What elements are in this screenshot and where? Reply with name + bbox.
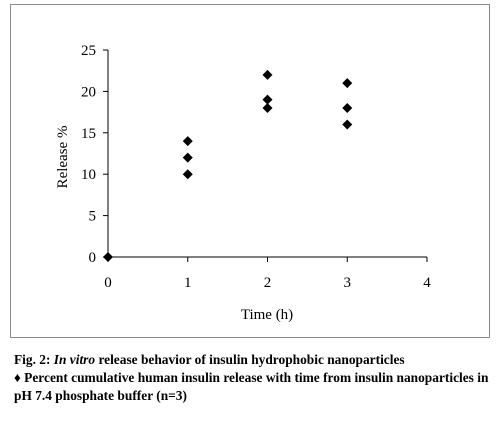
data-points xyxy=(103,69,353,262)
data-point xyxy=(342,119,353,130)
y-tick-label: 25 xyxy=(81,43,96,59)
data-point xyxy=(262,94,273,105)
caption-title-text: release behavior of insulin hydrophobic … xyxy=(95,352,405,367)
data-point xyxy=(262,102,273,113)
x-tick-label: 0 xyxy=(104,275,112,291)
x-tick-label: 4 xyxy=(423,275,431,291)
y-tick-label: 5 xyxy=(89,209,97,225)
y-tick-label: 10 xyxy=(81,167,96,183)
scatter-chart: 0 5 10 15 20 25 0 1 2 3 4 Time (h) Release % xyxy=(55,43,431,323)
y-axis-label: Release % xyxy=(55,126,71,189)
x-tick-label: 3 xyxy=(344,275,352,291)
data-point xyxy=(262,69,273,80)
x-tick-label: 2 xyxy=(264,275,272,291)
caption-legend: ♦ Percent cumulative human insulin relea… xyxy=(14,370,489,403)
chart-frame xyxy=(10,4,490,338)
caption-italic-term: In vitro xyxy=(53,352,96,367)
data-point xyxy=(103,252,113,262)
y-tick-label: 15 xyxy=(81,126,96,142)
x-tick-label: 1 xyxy=(184,275,192,291)
figure-caption: Fig. 2: In vitro release behavior of ins… xyxy=(14,351,492,405)
data-point xyxy=(182,169,193,180)
data-point xyxy=(342,78,353,89)
caption-title: Fig. 2: In vitro release behavior of ins… xyxy=(14,351,492,369)
y-tick-label: 0 xyxy=(89,250,97,266)
data-point xyxy=(342,102,353,113)
tick-labels: 0 5 10 15 20 25 0 1 2 3 4 xyxy=(81,43,431,291)
caption-fig-label: Fig. 2: xyxy=(14,352,54,367)
data-point xyxy=(182,152,193,163)
data-point xyxy=(182,136,193,147)
y-tick-label: 20 xyxy=(81,84,96,100)
x-axis-label: Time (h) xyxy=(241,307,293,323)
axes xyxy=(103,49,428,262)
